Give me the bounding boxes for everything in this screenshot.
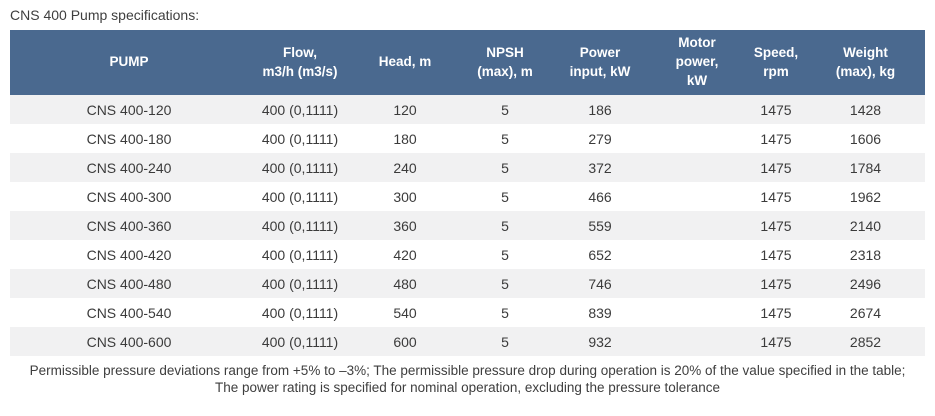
- cell-speed: 1475: [760, 130, 792, 147]
- cell-speed: 1475: [760, 333, 792, 350]
- cell-motor-power: [648, 95, 746, 124]
- cell-power-input: 839: [588, 304, 612, 321]
- cell-motor-power: [648, 240, 746, 269]
- cell-speed: 1475: [760, 246, 792, 263]
- cell-motor-power: [648, 124, 746, 153]
- cell-speed: 1475: [760, 275, 792, 292]
- table-row: CNS 400-360 400 (0,1111) 360 5 559 1475 …: [10, 211, 925, 240]
- cell-pump: CNS 400-600: [86, 333, 172, 350]
- header-row: PUMP Flow, m3/h (m3/s) Head, m NPSH (max…: [10, 30, 925, 95]
- cell-weight: 2852: [849, 333, 882, 350]
- cell-flow: 400 (0,1111): [261, 101, 339, 118]
- cell-flow: 400 (0,1111): [261, 159, 339, 176]
- table-row: CNS 400-480 400 (0,1111) 480 5 746 1475 …: [10, 269, 925, 298]
- cell-npsh: 5: [501, 304, 509, 321]
- cell-flow: 400 (0,1111): [261, 304, 339, 321]
- table-row: CNS 400-300 400 (0,1111) 300 5 466 1475 …: [10, 182, 925, 211]
- cell-motor-power: [648, 153, 746, 182]
- cell-motor-power: [648, 182, 746, 211]
- cell-power-input: 279: [588, 130, 612, 147]
- cell-head: 300: [393, 188, 417, 205]
- cell-weight: 2140: [849, 217, 882, 234]
- table-row: CNS 400-540 400 (0,1111) 540 5 839 1475 …: [10, 298, 925, 327]
- cell-flow: 400 (0,1111): [261, 217, 339, 234]
- table-row: CNS 400-420 400 (0,1111) 420 5 652 1475 …: [10, 240, 925, 269]
- cell-pump: CNS 400-420: [86, 246, 172, 263]
- cell-weight: 2318: [849, 246, 882, 263]
- cell-head: 240: [393, 159, 417, 176]
- cell-npsh: 5: [501, 333, 509, 350]
- cell-weight: 1962: [849, 188, 882, 205]
- column-header-weight: Weight (max), kg: [806, 30, 925, 95]
- footnote: Permissible pressure deviations range fr…: [29, 363, 906, 395]
- cell-pump: CNS 400-120: [86, 101, 172, 118]
- cell-weight: 1428: [849, 101, 882, 118]
- column-header-speed: Speed, rpm: [746, 30, 806, 95]
- cell-pump: CNS 400-180: [86, 130, 172, 147]
- table-row: CNS 400-600 400 (0,1111) 600 5 932 1475 …: [10, 327, 925, 356]
- column-header-pump: PUMP: [10, 30, 248, 95]
- cell-motor-power: [648, 298, 746, 327]
- cell-speed: 1475: [760, 188, 792, 205]
- cell-pump: CNS 400-300: [86, 188, 172, 205]
- cell-pump: CNS 400-240: [86, 159, 172, 176]
- cell-weight: 2674: [849, 304, 882, 321]
- table-row: CNS 400-240 400 (0,1111) 240 5 372 1475 …: [10, 153, 925, 182]
- cell-weight: 2496: [849, 275, 882, 292]
- cell-npsh: 5: [501, 101, 509, 118]
- cell-weight: 1606: [849, 130, 882, 147]
- pump-specs-table: PUMP Flow, m3/h (m3/s) Head, m NPSH (max…: [10, 30, 925, 356]
- cell-npsh: 5: [501, 159, 509, 176]
- cell-power-input: 652: [588, 246, 612, 263]
- cell-speed: 1475: [760, 101, 792, 118]
- column-header-power-input: Power input, kW: [552, 30, 648, 95]
- cell-head: 540: [393, 304, 417, 321]
- cell-npsh: 5: [501, 275, 509, 292]
- cell-head: 480: [393, 275, 417, 292]
- table-row: CNS 400-180 400 (0,1111) 180 5 279 1475 …: [10, 124, 925, 153]
- column-header-head: Head, m: [352, 30, 458, 95]
- cell-npsh: 5: [501, 130, 509, 147]
- cell-head: 420: [393, 246, 417, 263]
- cell-npsh: 5: [501, 246, 509, 263]
- column-header-npsh: NPSH (max), m: [458, 30, 552, 95]
- cell-motor-power: [648, 211, 746, 240]
- cell-speed: 1475: [760, 304, 792, 321]
- page-title: CNS 400 Pump specifications:: [10, 7, 200, 23]
- cell-power-input: 466: [588, 188, 612, 205]
- cell-power-input: 559: [588, 217, 612, 234]
- column-header-flow: Flow, m3/h (m3/s): [248, 30, 352, 95]
- cell-pump: CNS 400-360: [86, 217, 172, 234]
- cell-flow: 400 (0,1111): [261, 130, 339, 147]
- cell-speed: 1475: [760, 217, 792, 234]
- cell-flow: 400 (0,1111): [261, 275, 339, 292]
- cell-flow: 400 (0,1111): [261, 246, 339, 263]
- cell-head: 360: [393, 217, 417, 234]
- table-row: CNS 400-120 400 (0,1111) 120 5 186 1475 …: [10, 95, 925, 124]
- cell-power-input: 932: [588, 333, 612, 350]
- cell-npsh: 5: [501, 217, 509, 234]
- cell-flow: 400 (0,1111): [261, 188, 339, 205]
- cell-power-input: 186: [588, 101, 612, 118]
- cell-weight: 1784: [849, 159, 882, 176]
- cell-power-input: 372: [588, 159, 612, 176]
- cell-flow: 400 (0,1111): [261, 333, 339, 350]
- cell-head: 600: [393, 333, 417, 350]
- cell-npsh: 5: [501, 188, 509, 205]
- cell-power-input: 746: [588, 275, 612, 292]
- cell-pump: CNS 400-540: [86, 304, 172, 321]
- cell-motor-power: [648, 327, 746, 356]
- cell-head: 120: [393, 101, 417, 118]
- cell-head: 180: [393, 130, 417, 147]
- cell-pump: CNS 400-480: [86, 275, 172, 292]
- cell-motor-power: [648, 269, 746, 298]
- cell-speed: 1475: [760, 159, 792, 176]
- column-header-motor-power: Motor power, kW: [648, 30, 746, 95]
